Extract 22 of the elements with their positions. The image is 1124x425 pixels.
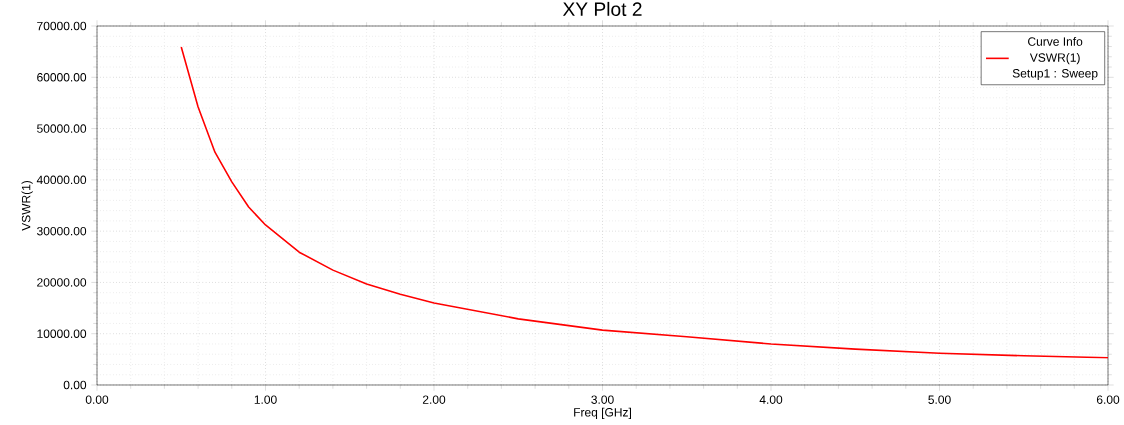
y-tick-label: 60000.00 — [37, 73, 87, 82]
y-tick-label: 10000.00 — [37, 329, 87, 338]
x-tick-label: 3.00 — [591, 395, 614, 404]
y-axis-title: VSWR(1) — [21, 180, 33, 231]
x-tick-label: 4.00 — [759, 395, 783, 404]
x-tick-label: 2.00 — [422, 395, 446, 404]
y-tick-label: 0.00 — [63, 380, 87, 390]
x-tick-label: 0.00 — [85, 395, 109, 404]
x-tick-label: 5.00 — [928, 395, 951, 404]
y-tick-label: 30000.00 — [37, 226, 87, 236]
y-tick-label: 20000.00 — [37, 278, 87, 287]
x-tick-label: 6.00 — [1096, 395, 1120, 404]
y-tick-label: 50000.00 — [37, 124, 87, 133]
x-tick-label: 1.00 — [254, 395, 277, 404]
y-tick-label: 70000.00 — [37, 21, 87, 31]
line-series — [180, 46, 1109, 359]
chart-title: XY Plot 2 — [562, 1, 642, 16]
legend-title: Curve Info — [1028, 37, 1083, 46]
annotation: Setup1 : Sweep — [1012, 69, 1098, 80]
x-axis-title: Freq [GHz] — [574, 407, 631, 419]
y-tick-label: 40000.00 — [36, 175, 87, 185]
legend-label: VSWR(1) — [1029, 53, 1080, 65]
